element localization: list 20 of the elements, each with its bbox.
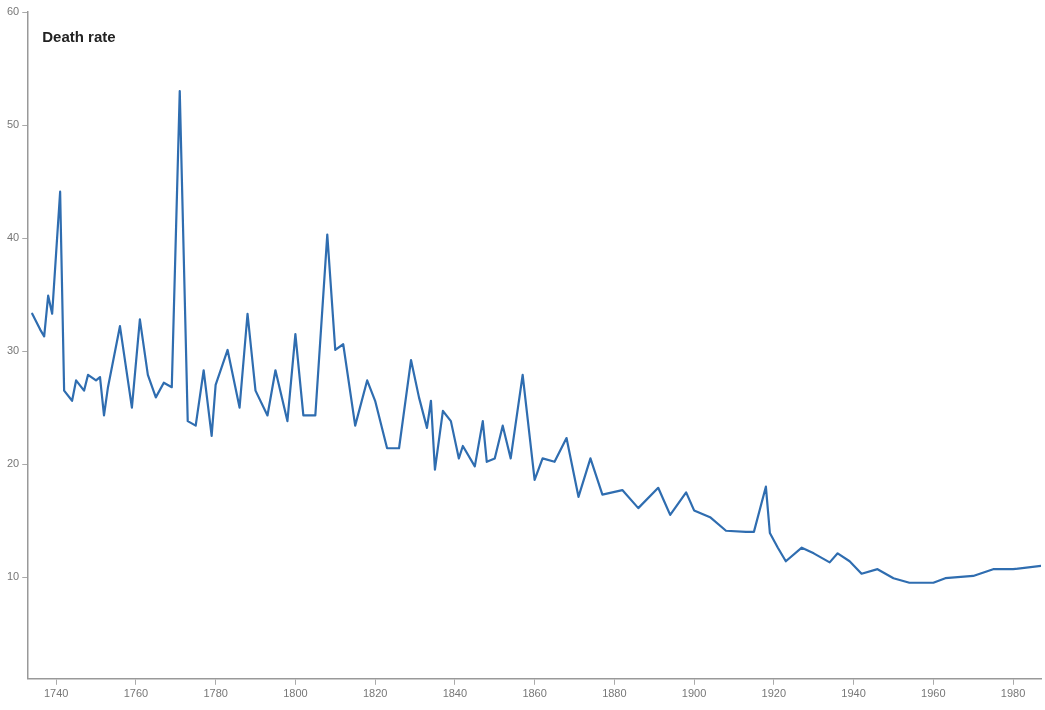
x-tick-label: 1940 — [841, 687, 866, 700]
y-axis-title: Death rate — [42, 27, 116, 45]
x-tick-label: 1920 — [761, 687, 787, 700]
x-tick-label: 1880 — [602, 687, 627, 700]
x-tick-label: 1760 — [123, 687, 149, 700]
x-tick-label: 1980 — [1000, 687, 1026, 700]
y-tick-label: 50 — [6, 118, 20, 131]
x-tick-label: 1820 — [362, 687, 388, 700]
x-tick-label: 1860 — [522, 687, 547, 700]
x-tick-label: 1740 — [43, 687, 69, 700]
y-tick-label: 60 — [6, 5, 20, 18]
x-tick-label: 1900 — [681, 687, 707, 700]
x-tick-label: 1840 — [442, 687, 468, 700]
x-tick-label: 1960 — [921, 687, 946, 700]
y-tick-label: 20 — [6, 457, 20, 470]
y-tick-label: 10 — [6, 570, 20, 583]
x-tick-label: 1780 — [203, 687, 228, 700]
y-tick-label: 40 — [6, 231, 20, 244]
x-tick-label: 1800 — [283, 687, 308, 700]
y-tick-label: 30 — [6, 344, 20, 357]
